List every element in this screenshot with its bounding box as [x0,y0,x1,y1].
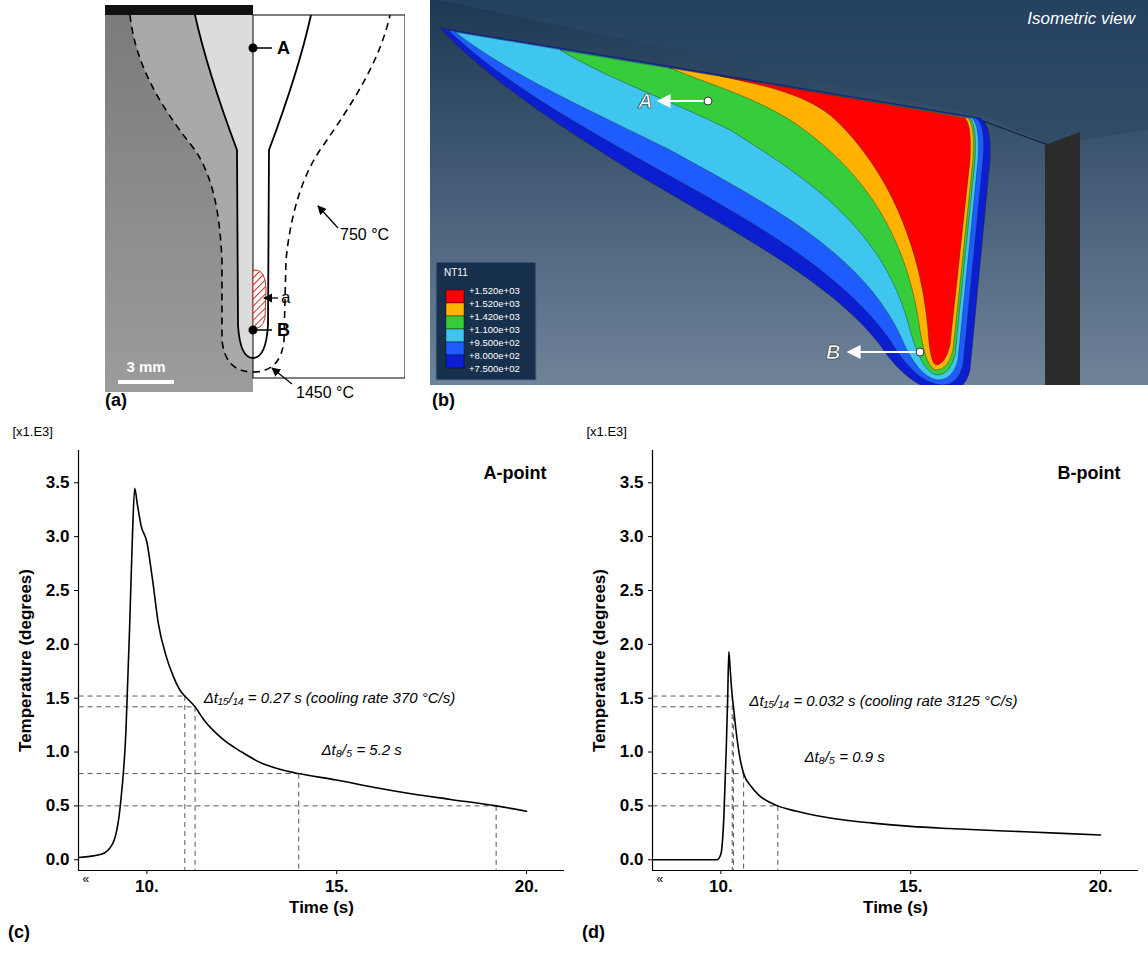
svg-text:0.5: 0.5 [46,796,70,815]
svg-text:20.: 20. [1089,877,1113,896]
svg-text:15.: 15. [899,877,923,896]
svg-text:Temperature (degrees): Temperature (degrees) [590,569,609,752]
svg-text:0.0: 0.0 [620,850,644,869]
svg-text:2.0: 2.0 [620,635,644,654]
svg-text:B-point: B-point [1058,463,1121,483]
svg-text:B: B [277,320,290,340]
svg-text:3 mm: 3 mm [126,358,165,375]
svg-text:Time (s): Time (s) [289,898,354,917]
svg-text:Δt₈/₅ = 0.9 s: Δt₈/₅ = 0.9 s [803,748,885,765]
svg-text:+7.500e+02: +7.500e+02 [469,363,520,374]
svg-text:15.: 15. [325,877,349,896]
svg-text:B: B [826,341,840,363]
svg-text:1450 °C: 1450 °C [296,384,354,401]
svg-text:NT11: NT11 [444,267,468,278]
svg-text:1.5: 1.5 [46,689,70,708]
svg-text:20.: 20. [515,877,539,896]
svg-text:[x1.E3]: [x1.E3] [587,424,627,439]
svg-text:10.: 10. [709,877,733,896]
svg-text:«: « [83,872,90,886]
svg-text:(a): (a) [105,390,127,410]
html-text:(d): (d) [582,922,605,942]
svg-text:Time (s): Time (s) [863,898,928,917]
svg-text:+9.500e+02: +9.500e+02 [469,337,520,348]
svg-text:3.5: 3.5 [46,473,70,492]
svg-text:A: A [637,90,652,112]
svg-text:Δt₈/₅ = 5.2 s: Δt₈/₅ = 5.2 s [321,741,403,758]
svg-text:+8.000e+02: +8.000e+02 [469,350,520,361]
svg-text:Δt₁₅/₁₄ = 0.27 s (cooling rate: Δt₁₅/₁₄ = 0.27 s (cooling rate 370 °C/s) [203,689,455,706]
svg-text:Temperature (degrees): Temperature (degrees) [16,569,35,752]
svg-text:1.5: 1.5 [620,689,644,708]
svg-text:+1.420e+03: +1.420e+03 [469,311,520,322]
svg-text:2.5: 2.5 [620,581,644,600]
svg-text:3.0: 3.0 [46,527,70,546]
svg-text:2.0: 2.0 [46,635,70,654]
svg-text:10.: 10. [135,877,159,896]
svg-text:0.0: 0.0 [46,850,70,869]
svg-text:A: A [277,38,290,58]
svg-text:[x1.E3]: [x1.E3] [13,424,53,439]
svg-text:3.5: 3.5 [620,473,644,492]
svg-text:1.0: 1.0 [46,742,70,761]
svg-text:1.0: 1.0 [620,742,644,761]
svg-text:3.0: 3.0 [620,527,644,546]
svg-text:a: a [281,288,291,307]
svg-text:Isometric view: Isometric view [1027,9,1136,28]
svg-text:+1.100e+03: +1.100e+03 [469,324,520,335]
svg-text:A-point: A-point [484,463,547,483]
svg-text:750 °C: 750 °C [340,226,389,243]
svg-text:Δt₁₅/₁₄ = 0.032 s (cooling rat: Δt₁₅/₁₄ = 0.032 s (cooling rate 3125 °C/… [748,692,1017,709]
svg-text:+1.520e+03: +1.520e+03 [469,298,520,309]
html-text:(c): (c) [8,922,30,942]
svg-text:0.5: 0.5 [620,796,644,815]
svg-text:+1.520e+03: +1.520e+03 [469,285,520,296]
svg-text:«: « [657,872,664,886]
svg-text:2.5: 2.5 [46,581,70,600]
svg-text:(b): (b) [432,390,455,410]
